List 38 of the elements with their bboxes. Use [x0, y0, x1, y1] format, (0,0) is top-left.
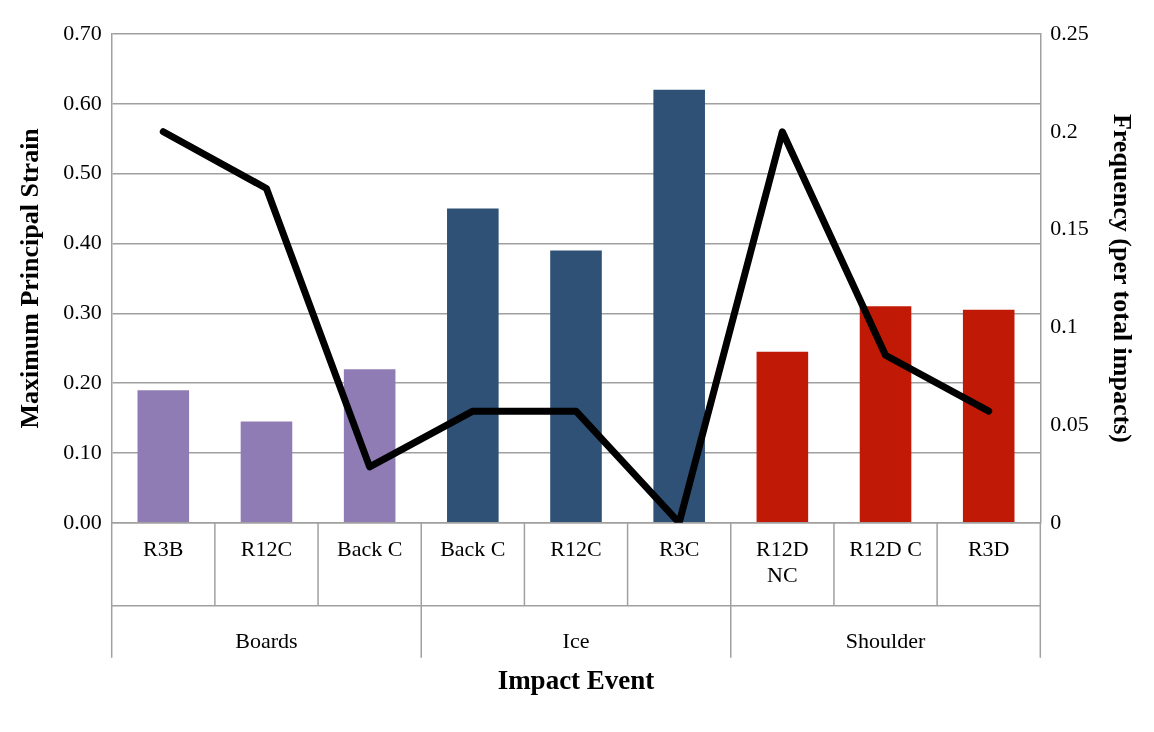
- x-tick-label: Back C: [440, 535, 506, 561]
- bar: [653, 89, 705, 523]
- y-tick-label: 0.60: [63, 89, 102, 115]
- x-tick-label: R3B: [143, 535, 184, 561]
- y-axis-title: Maximum Principal Strain: [15, 127, 45, 429]
- bar: [550, 250, 602, 523]
- x-tick-label: R3D: [967, 535, 1010, 561]
- x-tick-label: R3C: [659, 535, 700, 561]
- y2-tick-label: 0: [1050, 508, 1062, 534]
- y2-tick-label: 0.25: [1050, 19, 1089, 45]
- text: Shoulder: [845, 627, 926, 653]
- y-tick-label: 0.70: [63, 19, 102, 45]
- x-tick-label: Back C: [336, 535, 403, 561]
- x-tick-label: R12C: [550, 535, 602, 561]
- y2-axis-title: Frequency (per total impacts): [1107, 113, 1137, 443]
- text: Boards: [235, 627, 298, 653]
- y-tick-label: 0.50: [63, 159, 102, 185]
- y-tick-label: 0.40: [63, 229, 102, 255]
- x-axis-title: Impact Event: [497, 664, 655, 695]
- bar: [137, 390, 190, 523]
- x-tick-label: R12D C: [849, 535, 922, 561]
- bar: [859, 306, 912, 523]
- y2-tick-label: 0.1: [1050, 313, 1078, 339]
- y-tick-label: 0.30: [63, 299, 102, 325]
- bar: [962, 309, 1015, 523]
- y-tick-label: 0.10: [63, 438, 102, 464]
- bar: [240, 421, 293, 523]
- y-tick-label: 0.00: [63, 508, 102, 534]
- bar: [447, 208, 499, 523]
- x-tick-label: R12C: [240, 535, 293, 561]
- y2-tick-label: 0.15: [1050, 215, 1089, 241]
- y2-tick-label: 0.2: [1050, 117, 1078, 143]
- bar: [343, 369, 396, 523]
- text: Ice: [562, 627, 590, 653]
- y-tick-label: 0.20: [63, 368, 102, 394]
- bar: [756, 351, 809, 523]
- y2-tick-label: 0.05: [1050, 410, 1089, 436]
- x-tick-label: R12D NC: [756, 535, 809, 588]
